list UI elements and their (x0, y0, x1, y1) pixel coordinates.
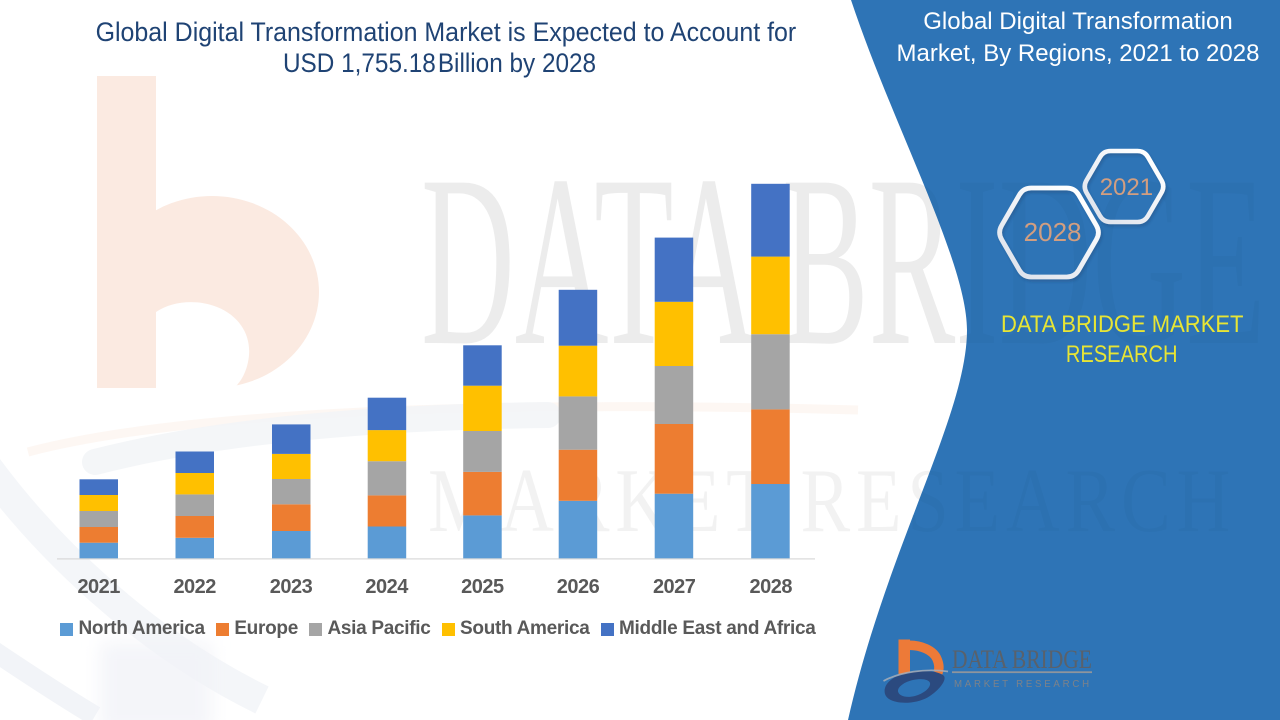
svg-text:2021: 2021 (1100, 174, 1153, 201)
svg-text:2028: 2028 (1024, 217, 1082, 247)
svg-text:MARKET RESEARCH: MARKET RESEARCH (954, 679, 1092, 690)
svg-text:DATA BRIDGE: DATA BRIDGE (421, 126, 1265, 397)
svg-text:DATA BRIDGE: DATA BRIDGE (952, 646, 1092, 674)
svg-text:MARKET RESEARCH: MARKET RESEARCH (428, 450, 1236, 551)
